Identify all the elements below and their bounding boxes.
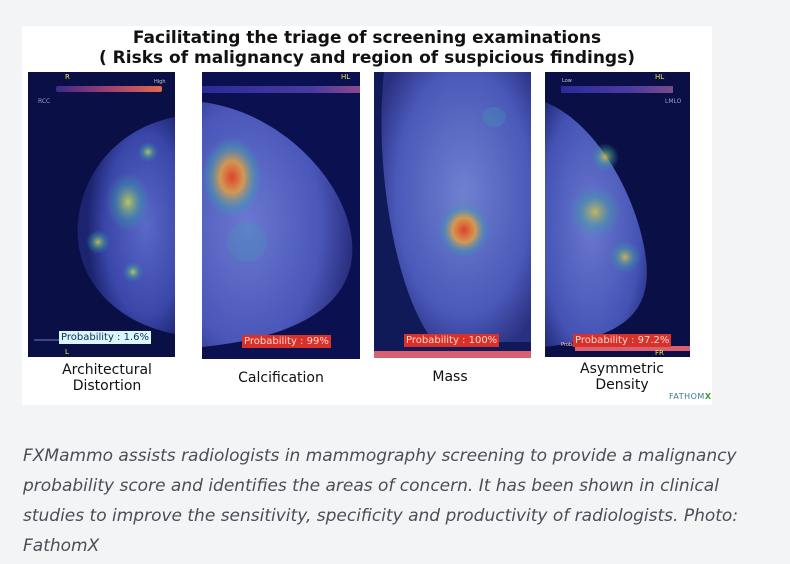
caption-line: FathomX	[23, 536, 100, 556]
marker-top-right: High	[154, 79, 166, 85]
probability-badge: Probability : 100%	[404, 334, 500, 347]
marker-top-right: HL	[655, 73, 665, 81]
marker-bottom: FR	[655, 349, 664, 357]
label-line: Architectural	[62, 362, 152, 378]
label-line: Density	[595, 377, 649, 393]
caption-line: probability score and identifies the are…	[23, 476, 719, 496]
label-line: Asymmetric	[580, 361, 664, 377]
fathomx-logo: FATHOMX	[669, 392, 712, 401]
panel-label-mass: Mass	[385, 369, 515, 385]
mammogram-panel-mass: Probability : 100%	[374, 72, 531, 358]
probability-badge: Probability : 99%	[242, 335, 331, 348]
label-line: Calcification	[238, 370, 324, 386]
panel-label-architectural-distortion: Architectural Distortion	[42, 362, 172, 394]
logo-text: FATHOM	[669, 392, 705, 401]
panel-label-asymmetric-density: Asymmetric Density	[557, 361, 687, 393]
logo-accent: X	[704, 392, 712, 401]
caption-line: FXMammo assists radiologists in mammogra…	[23, 446, 737, 466]
mammogram-panel-asymmetric-density: Low HL LMLO Probability FR Probability :…	[545, 72, 690, 357]
probability-badge: Probability : 97.2%	[573, 334, 672, 347]
marker-side: LMLO	[665, 98, 682, 105]
figure-image: Facilitating the triage of screening exa…	[22, 26, 712, 405]
label-line: Mass	[432, 369, 468, 385]
marker-top-right: HL	[341, 73, 351, 81]
figure-title-line1: Facilitating the triage of screening exa…	[132, 28, 602, 48]
image-caption: FXMammo assists radiologists in mammogra…	[23, 441, 790, 561]
figure-title-line2: ( Risks of malignancy and region of susp…	[98, 48, 635, 68]
label-line: Distortion	[72, 378, 142, 394]
mammogram-panel-calcification: HL Probability : 99%	[202, 72, 360, 359]
marker-top-left: Low	[562, 78, 572, 84]
marker-side: RCC	[38, 98, 51, 105]
marker-top-left: R	[65, 73, 70, 81]
mammogram-panel-architectural-distortion: R High RCC L Probability : 1.6%	[28, 72, 175, 357]
caption-line: studies to improve the sensitivity, spec…	[23, 506, 739, 526]
panel-label-calcification: Calcification	[216, 370, 346, 386]
probability-badge: Probability : 1.6%	[59, 331, 151, 344]
marker-bottom: L	[65, 348, 69, 356]
